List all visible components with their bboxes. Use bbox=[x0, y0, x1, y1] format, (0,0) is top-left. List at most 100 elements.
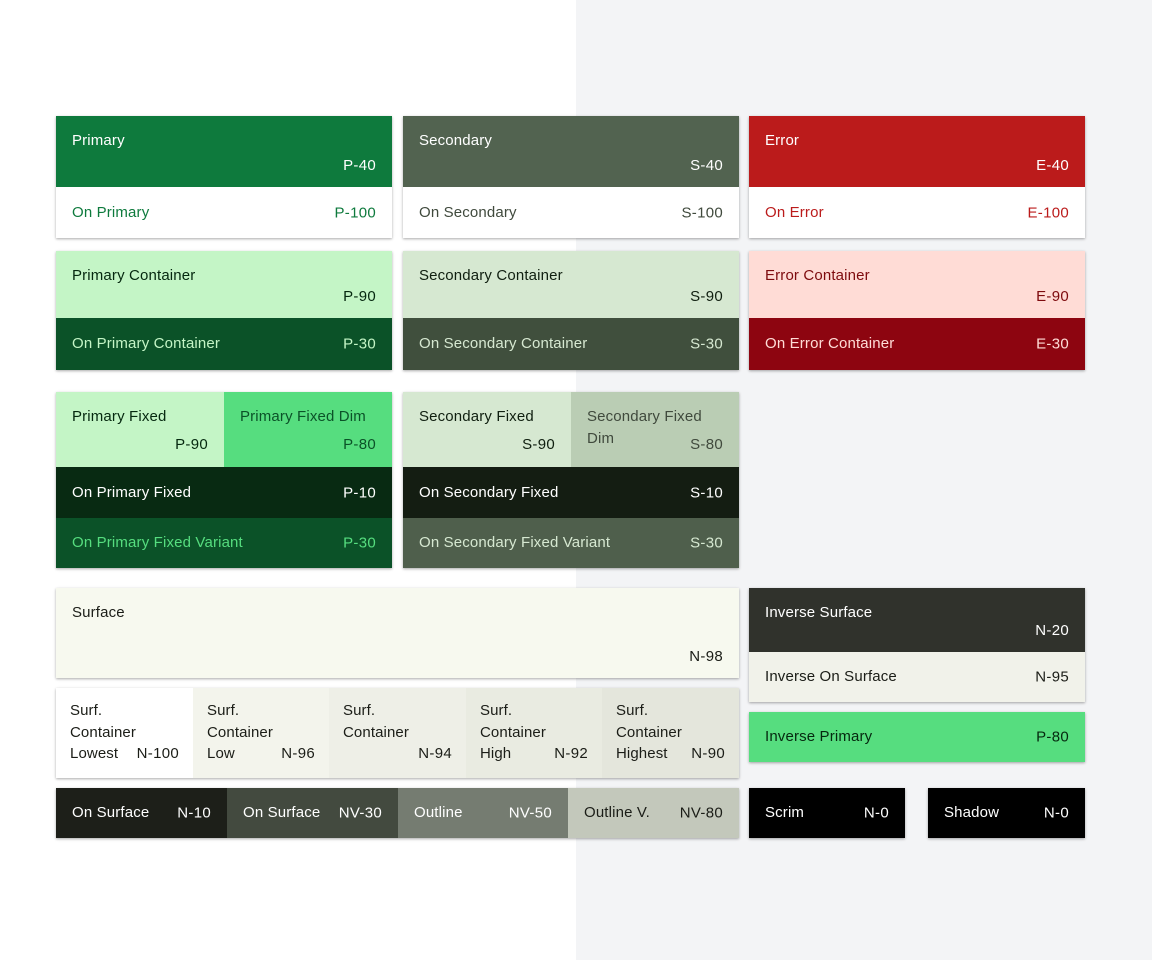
swatch-label: On Error bbox=[765, 203, 824, 221]
swatch-label: On Secondary Fixed bbox=[419, 483, 559, 501]
swatch-inverse-on-surface[interactable]: Inverse On Surface N-95 bbox=[749, 652, 1085, 702]
swatch-surface[interactable]: Surface N-98 bbox=[56, 588, 739, 678]
primary-container-card: Primary Container P-90 On Primary Contai… bbox=[56, 251, 392, 370]
swatch-secondary-container[interactable]: Secondary Container S-90 bbox=[403, 251, 739, 318]
swatch-shadow[interactable]: Shadow N-0 bbox=[928, 788, 1085, 838]
swatch-token: N-10 bbox=[177, 804, 211, 822]
swatch-outline-variant[interactable]: Outline V. NV-80 bbox=[568, 788, 739, 838]
swatch-token: N-92 bbox=[554, 745, 588, 762]
swatch-label: On Primary Fixed bbox=[72, 483, 192, 501]
swatch-token: S-80 bbox=[690, 436, 723, 453]
swatch-label: Outline V. bbox=[584, 804, 650, 821]
swatch-token: S-100 bbox=[681, 204, 723, 221]
swatch-token: E-90 bbox=[1036, 288, 1069, 305]
swatch-token: NV-30 bbox=[338, 804, 382, 822]
swatch-label: On Surface bbox=[72, 804, 150, 821]
swatch-label-line3: Highest bbox=[616, 745, 668, 762]
secondary-fixed-row: Secondary Fixed S-90 Secondary Fixed Dim… bbox=[403, 392, 739, 467]
swatch-token: P-80 bbox=[1036, 728, 1069, 746]
swatch-error-container[interactable]: Error Container E-90 bbox=[749, 251, 1085, 318]
swatch-inverse-surface[interactable]: Inverse Surface N-20 bbox=[749, 588, 1085, 652]
surface-containers-card: Surf. Container Lowest N-100 Surf. Contai… bbox=[56, 688, 739, 778]
swatch-token: N-96 bbox=[281, 745, 315, 762]
swatch-label: On Secondary bbox=[419, 203, 517, 221]
swatch-secondary-fixed-dim[interactable]: Secondary Fixed Dim S-80 bbox=[571, 392, 739, 467]
swatch-primary[interactable]: Primary P-40 bbox=[56, 116, 392, 187]
swatch-token: NV-50 bbox=[508, 804, 552, 822]
shadow-card: Shadow N-0 bbox=[928, 788, 1085, 838]
swatch-token: P-40 bbox=[343, 157, 376, 174]
swatch-secondary[interactable]: Secondary S-40 bbox=[403, 116, 739, 187]
swatch-primary-fixed-dim[interactable]: Primary Fixed Dim P-80 bbox=[224, 392, 392, 467]
swatch-on-primary-fixed[interactable]: On Primary Fixed P-10 bbox=[56, 467, 392, 518]
swatch-token: S-90 bbox=[690, 288, 723, 305]
swatch-token: P-100 bbox=[334, 204, 376, 221]
swatch-on-surface-variant[interactable]: On Surface NV-30 bbox=[227, 788, 398, 838]
swatch-label: Inverse Primary bbox=[765, 728, 873, 745]
swatch-token: N-20 bbox=[1035, 622, 1069, 639]
swatch-on-surface[interactable]: On Surface N-10 bbox=[56, 788, 227, 838]
swatch-label-line2: Container bbox=[480, 723, 546, 741]
swatch-on-secondary[interactable]: On Secondary S-100 bbox=[403, 187, 739, 238]
swatch-on-secondary-fixed[interactable]: On Secondary Fixed S-10 bbox=[403, 467, 739, 518]
swatch-label: On Secondary Container bbox=[419, 335, 588, 352]
swatch-surface-container-lowest[interactable]: Surf. Container Lowest N-100 bbox=[56, 688, 193, 778]
swatch-token: S-90 bbox=[522, 436, 555, 453]
swatch-outline[interactable]: Outline NV-50 bbox=[398, 788, 568, 838]
swatch-inverse-primary[interactable]: Inverse Primary P-80 bbox=[749, 712, 1085, 762]
swatch-label: On Primary bbox=[72, 203, 150, 221]
swatch-on-secondary-container[interactable]: On Secondary Container S-30 bbox=[403, 318, 739, 370]
on-surface-row-card: On Surface N-10 On Surface NV-30 Outline… bbox=[56, 788, 739, 838]
scrim-card: Scrim N-0 bbox=[749, 788, 905, 838]
swatch-primary-fixed[interactable]: Primary Fixed P-90 bbox=[56, 392, 224, 467]
swatch-token: S-40 bbox=[690, 157, 723, 174]
swatch-surface-container-low[interactable]: Surf. Container Low N-96 bbox=[193, 688, 329, 778]
swatch-token: E-30 bbox=[1036, 335, 1069, 353]
error-container-card: Error Container E-90 On Error Container … bbox=[749, 251, 1085, 370]
swatch-label: On Primary Fixed Variant bbox=[72, 534, 243, 551]
swatch-label-line2: Container bbox=[70, 723, 136, 741]
swatch-surface-container[interactable]: Surf. Container N-94 bbox=[329, 688, 466, 778]
swatch-label: Shadow bbox=[944, 804, 1000, 821]
swatch-label: On Secondary Fixed Variant bbox=[419, 534, 611, 551]
swatch-token: N-94 bbox=[418, 745, 452, 762]
swatch-token: S-10 bbox=[690, 484, 723, 501]
swatch-token: NV-80 bbox=[679, 804, 723, 822]
swatch-token: N-0 bbox=[1043, 804, 1069, 822]
swatch-token: N-100 bbox=[136, 745, 179, 762]
swatch-scrim[interactable]: Scrim N-0 bbox=[749, 788, 905, 838]
swatch-token: N-0 bbox=[863, 804, 889, 822]
swatch-token: E-40 bbox=[1036, 157, 1069, 174]
swatch-on-secondary-fixed-variant[interactable]: On Secondary Fixed Variant S-30 bbox=[403, 518, 739, 568]
swatch-label-line1: Surf. bbox=[616, 702, 649, 719]
swatch-on-primary-container[interactable]: On Primary Container P-30 bbox=[56, 318, 392, 370]
swatch-primary-container[interactable]: Primary Container P-90 bbox=[56, 251, 392, 318]
primary-fixed-card: Primary Fixed P-90 Primary Fixed Dim P-8… bbox=[56, 392, 392, 568]
swatch-label-line1: Surf. bbox=[343, 702, 376, 719]
swatch-token: N-98 bbox=[689, 648, 723, 665]
swatch-label-line2: Container bbox=[207, 723, 273, 741]
swatch-label-line3: Lowest bbox=[70, 745, 119, 762]
swatch-token: N-90 bbox=[691, 745, 725, 762]
swatch-surface-container-high[interactable]: Surf. Container High N-92 bbox=[466, 688, 602, 778]
swatch-on-error-container[interactable]: On Error Container E-30 bbox=[749, 318, 1085, 370]
swatch-label: Secondary Fixed Dim bbox=[587, 408, 702, 447]
swatch-error[interactable]: Error E-40 bbox=[749, 116, 1085, 187]
swatch-token: P-80 bbox=[343, 436, 376, 453]
swatch-token: N-95 bbox=[1035, 668, 1069, 686]
swatch-label: Error Container bbox=[765, 267, 870, 284]
swatch-on-primary[interactable]: On Primary P-100 bbox=[56, 187, 392, 238]
swatch-on-primary-fixed-variant[interactable]: On Primary Fixed Variant P-30 bbox=[56, 518, 392, 568]
swatch-token: S-30 bbox=[690, 534, 723, 552]
swatch-label: Primary Fixed bbox=[72, 408, 167, 425]
secondary-fixed-card: Secondary Fixed S-90 Secondary Fixed Dim… bbox=[403, 392, 739, 568]
swatch-on-error[interactable]: On Error E-100 bbox=[749, 187, 1085, 238]
swatch-label: Inverse Surface bbox=[765, 604, 873, 621]
swatch-label-line1: Surf. bbox=[480, 702, 513, 719]
swatch-label-line1: Surf. bbox=[207, 702, 240, 719]
swatch-token: E-100 bbox=[1027, 204, 1069, 221]
swatch-secondary-fixed[interactable]: Secondary Fixed S-90 bbox=[403, 392, 571, 467]
swatch-label-line3: Low bbox=[207, 745, 235, 762]
swatch-surface-container-highest[interactable]: Surf. Container Highest N-90 bbox=[602, 688, 739, 778]
swatch-label: On Primary Container bbox=[72, 335, 221, 352]
